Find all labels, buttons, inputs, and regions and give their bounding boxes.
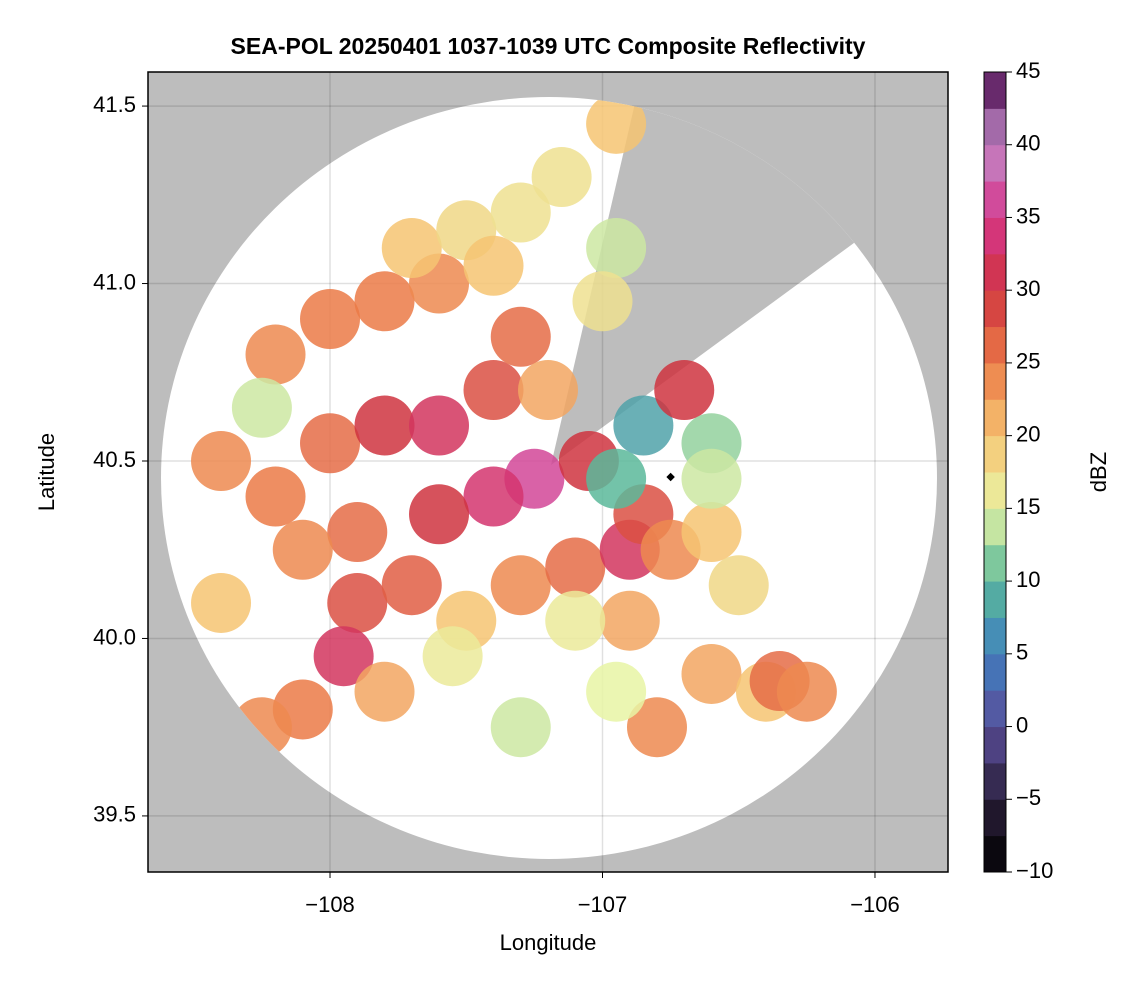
echo (313, 626, 374, 687)
colorbar-segment (984, 653, 1006, 691)
echo (626, 697, 687, 758)
colorbar-segment (984, 435, 1006, 473)
echo (586, 448, 647, 509)
echo (545, 537, 606, 598)
colorbar-tick-label: 40 (1016, 131, 1040, 156)
colorbar-segment (984, 326, 1006, 364)
echo (231, 377, 292, 438)
echo (245, 324, 306, 385)
y-axis-label: Latitude (34, 433, 59, 511)
echo (327, 572, 388, 633)
echo (245, 466, 306, 527)
colorbar-segment (984, 253, 1006, 291)
echo (300, 413, 361, 474)
colorbar-segment (984, 399, 1006, 437)
colorbar-segment (984, 144, 1006, 182)
echo (776, 661, 837, 722)
colorbar-tick-label: 10 (1016, 567, 1040, 592)
colorbar-segment (984, 108, 1006, 146)
echo (463, 235, 524, 296)
echo (531, 147, 592, 208)
colorbar-segment (984, 835, 1006, 873)
echo (422, 626, 483, 687)
echo (191, 572, 252, 633)
colorbar-segment (984, 181, 1006, 218)
echo (545, 590, 606, 651)
colorbar-tick-label: 30 (1016, 276, 1040, 301)
echo (490, 306, 551, 367)
colorbar-segment (984, 290, 1006, 328)
echo (572, 271, 633, 332)
colorbar-tick-label: 0 (1016, 712, 1028, 737)
colorbar-tick-label: 15 (1016, 494, 1040, 519)
colorbar-segment (984, 617, 1006, 655)
colorbar-segment (984, 544, 1006, 582)
radar-site (666, 472, 675, 482)
y-tick-label: 40.5 (93, 447, 136, 472)
chart-title: SEA-POL 20250401 1037-1039 UTC Composite… (231, 33, 866, 59)
colorbar-segment (984, 726, 1006, 764)
colorbar-tick-label: 20 (1016, 421, 1040, 446)
y-tick-label: 41.5 (93, 92, 136, 117)
colorbar-segment (984, 472, 1006, 509)
colorbar-segment (984, 690, 1006, 728)
colorbar-label: dBZ (1086, 452, 1111, 492)
colorbar-segment (984, 217, 1006, 255)
echo (613, 395, 674, 456)
echo (381, 218, 442, 279)
colorbar-tick-label: −5 (1016, 785, 1041, 810)
echo (354, 661, 415, 722)
echo (300, 289, 361, 350)
y-tick-label: 40.0 (93, 624, 136, 649)
echo (327, 501, 388, 562)
colorbar-tick-label: 5 (1016, 640, 1028, 665)
colorbar-tick-label: −10 (1016, 858, 1053, 883)
echo (191, 430, 252, 491)
echo (681, 643, 742, 704)
echo (463, 360, 524, 421)
colorbar-frame (983, 71, 1007, 873)
echo (272, 519, 333, 580)
colorbar-segment (984, 581, 1006, 618)
echo (681, 501, 742, 562)
echo (490, 697, 551, 758)
echo (681, 448, 742, 509)
y-tick-label: 39.5 (93, 802, 136, 827)
colorbar-segment (984, 799, 1006, 837)
echo (490, 555, 551, 616)
x-tick-label: −107 (578, 892, 628, 917)
colorbar-tick-label: 35 (1016, 203, 1040, 228)
colorbar-segment (984, 762, 1006, 800)
echo (586, 97, 647, 154)
echo (354, 395, 415, 456)
x-axis-label: Longitude (500, 930, 597, 955)
echo (518, 360, 578, 421)
colorbar-segment (984, 508, 1006, 546)
echo (381, 555, 442, 616)
echo (708, 555, 769, 616)
echo (654, 360, 715, 421)
echo (599, 590, 660, 651)
y-tick-label: 41.0 (93, 269, 136, 294)
echo (490, 182, 551, 243)
echo (409, 484, 470, 545)
echo (586, 218, 647, 279)
plot-frame (147, 71, 949, 873)
x-tick-label: −106 (850, 892, 900, 917)
echo (409, 395, 470, 456)
grid (148, 72, 948, 872)
echo (586, 661, 647, 722)
colorbar-tick-label: 45 (1016, 58, 1040, 83)
x-tick-label: −108 (305, 892, 355, 917)
colorbar-segment (984, 362, 1006, 400)
colorbar-segment (984, 72, 1006, 109)
colorbar-tick-label: 25 (1016, 349, 1040, 374)
echo (463, 466, 524, 527)
echo (354, 271, 415, 332)
